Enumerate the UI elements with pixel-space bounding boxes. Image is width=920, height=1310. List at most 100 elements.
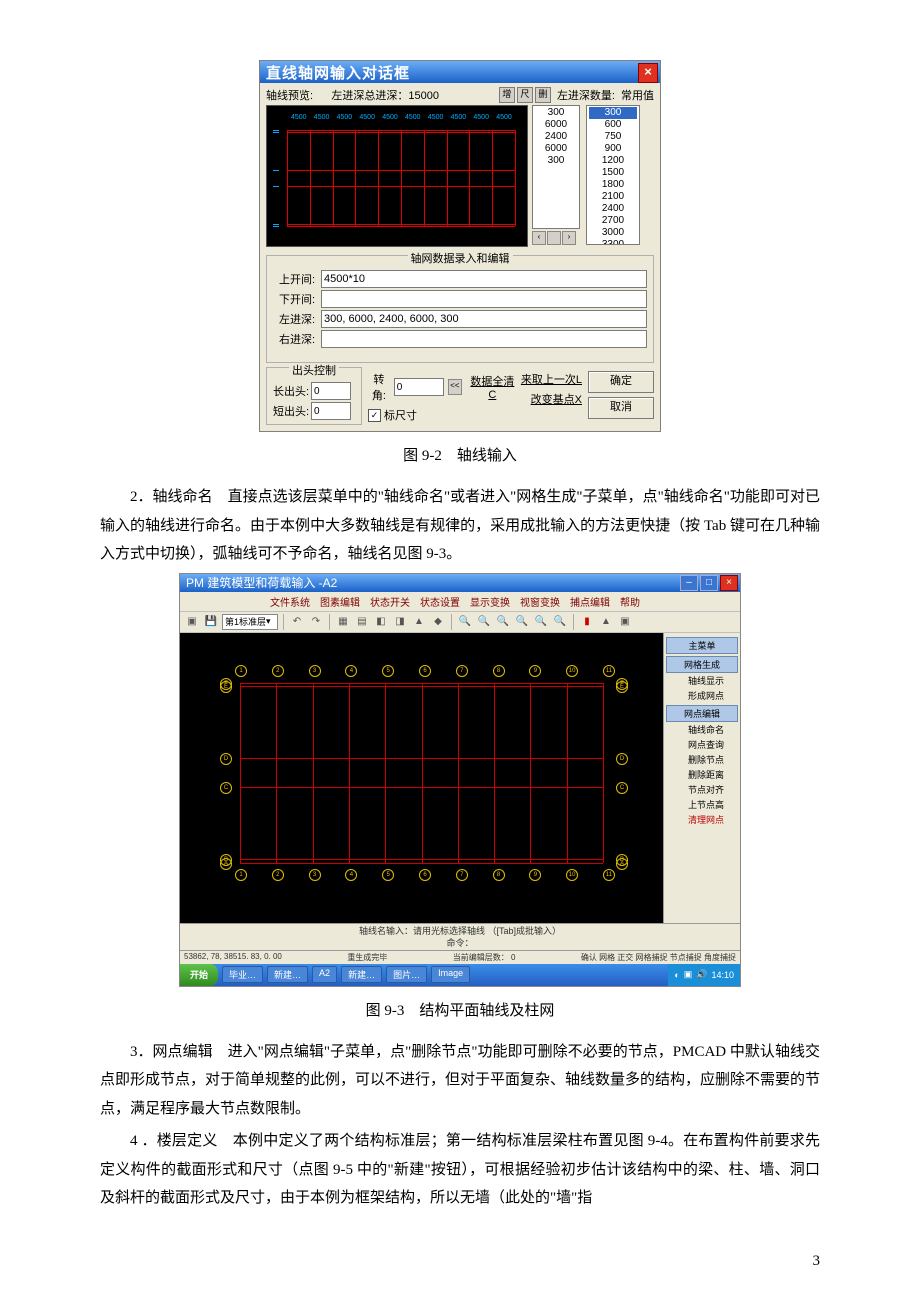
list-item[interactable]: 600: [589, 119, 637, 131]
angle-input[interactable]: [394, 378, 444, 396]
list-item[interactable]: 3000: [589, 227, 637, 239]
list-item[interactable]: 300: [535, 155, 577, 167]
scroll-thumb[interactable]: [547, 231, 561, 245]
taskbar-item[interactable]: Image: [431, 966, 470, 983]
zoom-icon[interactable]: 🔍: [514, 614, 530, 630]
left-depth-input[interactable]: [321, 310, 647, 328]
scroll-left-icon[interactable]: ‹: [532, 231, 546, 245]
tool-icon[interactable]: ▣: [617, 614, 633, 630]
list-item[interactable]: 6000: [535, 119, 577, 131]
short-overhang-input[interactable]: [311, 402, 351, 420]
cancel-button[interactable]: 取消: [588, 397, 654, 419]
axis-bubble: 9: [529, 665, 541, 677]
tool-icon[interactable]: ◧: [373, 614, 389, 630]
basepoint-link[interactable]: 改变基点X: [521, 391, 582, 407]
tool-icon[interactable]: ▦: [335, 614, 351, 630]
maximize-icon[interactable]: □: [700, 575, 718, 591]
tool-icon[interactable]: ▲: [411, 614, 427, 630]
bot-span-input[interactable]: [321, 290, 647, 308]
zoom-icon[interactable]: 🔍: [533, 614, 549, 630]
zoom-icon[interactable]: 🔍: [476, 614, 492, 630]
list-item[interactable]: 300: [535, 107, 577, 119]
zoom-icon[interactable]: 🔍: [495, 614, 511, 630]
side-edit-header[interactable]: 网点编辑: [666, 705, 738, 722]
list-item[interactable]: 2100: [589, 191, 637, 203]
common-values-list[interactable]: 3006007509001200150018002100240027003000…: [586, 105, 640, 245]
taskbar-item[interactable]: 图片…: [386, 966, 427, 983]
taskbar-item[interactable]: 新建…: [267, 966, 308, 983]
side-menu-item[interactable]: 轴线命名: [666, 722, 738, 737]
tool-icon[interactable]: ▮: [579, 614, 595, 630]
taskbar-item[interactable]: A2: [312, 966, 337, 983]
tray-icon[interactable]: 🔊: [696, 969, 707, 980]
list-item[interactable]: 1200: [589, 155, 637, 167]
side-main-header[interactable]: 主菜单: [666, 637, 738, 654]
left-depth-list[interactable]: 300600024006000300: [532, 105, 580, 229]
list-item[interactable]: 900: [589, 143, 637, 155]
axis-input-dialog: 直线轴网输入对话框 × 轴线预览: 左进深总进深：15000 增 尺 删 左进深…: [259, 60, 661, 432]
menu-item[interactable]: 显示变换: [470, 598, 510, 609]
close-icon[interactable]: ×: [638, 63, 658, 83]
list-item[interactable]: 6000: [535, 143, 577, 155]
menu-item[interactable]: 帮助: [620, 598, 640, 609]
side-menu-item[interactable]: 删除距离: [666, 767, 738, 782]
side-menu-item[interactable]: 清理网点: [666, 812, 738, 827]
list-item[interactable]: 2700: [589, 215, 637, 227]
taskbar-item[interactable]: 新建…: [341, 966, 382, 983]
axis-bubble: E: [220, 681, 232, 693]
menu-bar[interactable]: 文件系统图素编辑状态开关状态设置显示变换视窗变换捕点编辑帮助: [180, 592, 740, 612]
ok-button[interactable]: 确定: [588, 371, 654, 393]
menu-item[interactable]: 捕点编辑: [570, 598, 610, 609]
menu-item[interactable]: 视窗变换: [520, 598, 560, 609]
side-grid-header[interactable]: 网格生成: [666, 656, 738, 673]
menu-item[interactable]: 图素编辑: [320, 598, 360, 609]
delete-icon-button[interactable]: 删: [535, 87, 551, 103]
list-item[interactable]: 2400: [589, 203, 637, 215]
ruler-icon-button[interactable]: 尺: [517, 87, 533, 103]
show-dimension-checkbox[interactable]: ✓ 标尺寸: [368, 407, 417, 423]
angle-spin-icon[interactable]: <<: [448, 379, 462, 395]
tray-icon[interactable]: ◐: [674, 970, 679, 980]
close-icon[interactable]: ×: [720, 575, 738, 591]
tray-icon[interactable]: ▣: [684, 969, 693, 980]
scroll-right-icon[interactable]: ›: [562, 231, 576, 245]
save-icon[interactable]: 💾: [203, 614, 219, 630]
side-menu-item[interactable]: 形成网点: [666, 688, 738, 703]
clear-all-link[interactable]: 数据全清C: [470, 373, 515, 401]
tool-icon[interactable]: ▲: [598, 614, 614, 630]
zoom-icon[interactable]: 🔍: [552, 614, 568, 630]
drawing-canvas[interactable]: 11223344556677889910101111FFEEDDCCBBAA: [180, 633, 663, 923]
redo-icon[interactable]: ↷: [308, 614, 324, 630]
undo-link[interactable]: 来取上一次L: [521, 371, 582, 387]
layer-dropdown[interactable]: 第1标准层 ▾: [222, 614, 278, 630]
start-button[interactable]: 开始: [180, 964, 218, 986]
list-item[interactable]: 1500: [589, 167, 637, 179]
side-menu-item[interactable]: 节点对齐: [666, 782, 738, 797]
tool-icon[interactable]: ▤: [354, 614, 370, 630]
list-item[interactable]: 2400: [535, 131, 577, 143]
list-item[interactable]: 750: [589, 131, 637, 143]
tool-icon[interactable]: ◨: [392, 614, 408, 630]
open-icon[interactable]: ▣: [184, 614, 200, 630]
list-item[interactable]: 300: [589, 107, 637, 119]
menu-item[interactable]: 状态设置: [420, 598, 460, 609]
top-span-input[interactable]: [321, 270, 647, 288]
taskbar-item[interactable]: 毕业…: [222, 966, 263, 983]
list-item[interactable]: 3300: [589, 239, 637, 245]
menu-item[interactable]: 文件系统: [270, 598, 310, 609]
add-icon-button[interactable]: 增: [499, 87, 515, 103]
side-menu-item[interactable]: 上节点高: [666, 797, 738, 812]
zoom-icon[interactable]: 🔍: [457, 614, 473, 630]
side-menu-item[interactable]: 网点查询: [666, 737, 738, 752]
dialog-title: 直线轴网输入对话框: [260, 61, 660, 83]
long-overhang-input[interactable]: [311, 382, 351, 400]
undo-icon[interactable]: ↶: [289, 614, 305, 630]
list-item[interactable]: 1800: [589, 179, 637, 191]
side-menu-item[interactable]: 删除节点: [666, 752, 738, 767]
app-titlebar: PM 建筑模型和荷载输入 -A2 – □ ×: [180, 574, 740, 592]
side-menu-item[interactable]: 轴线显示: [666, 673, 738, 688]
tool-icon[interactable]: ◆: [430, 614, 446, 630]
right-depth-input[interactable]: [321, 330, 647, 348]
menu-item[interactable]: 状态开关: [370, 598, 410, 609]
minimize-icon[interactable]: –: [680, 575, 698, 591]
